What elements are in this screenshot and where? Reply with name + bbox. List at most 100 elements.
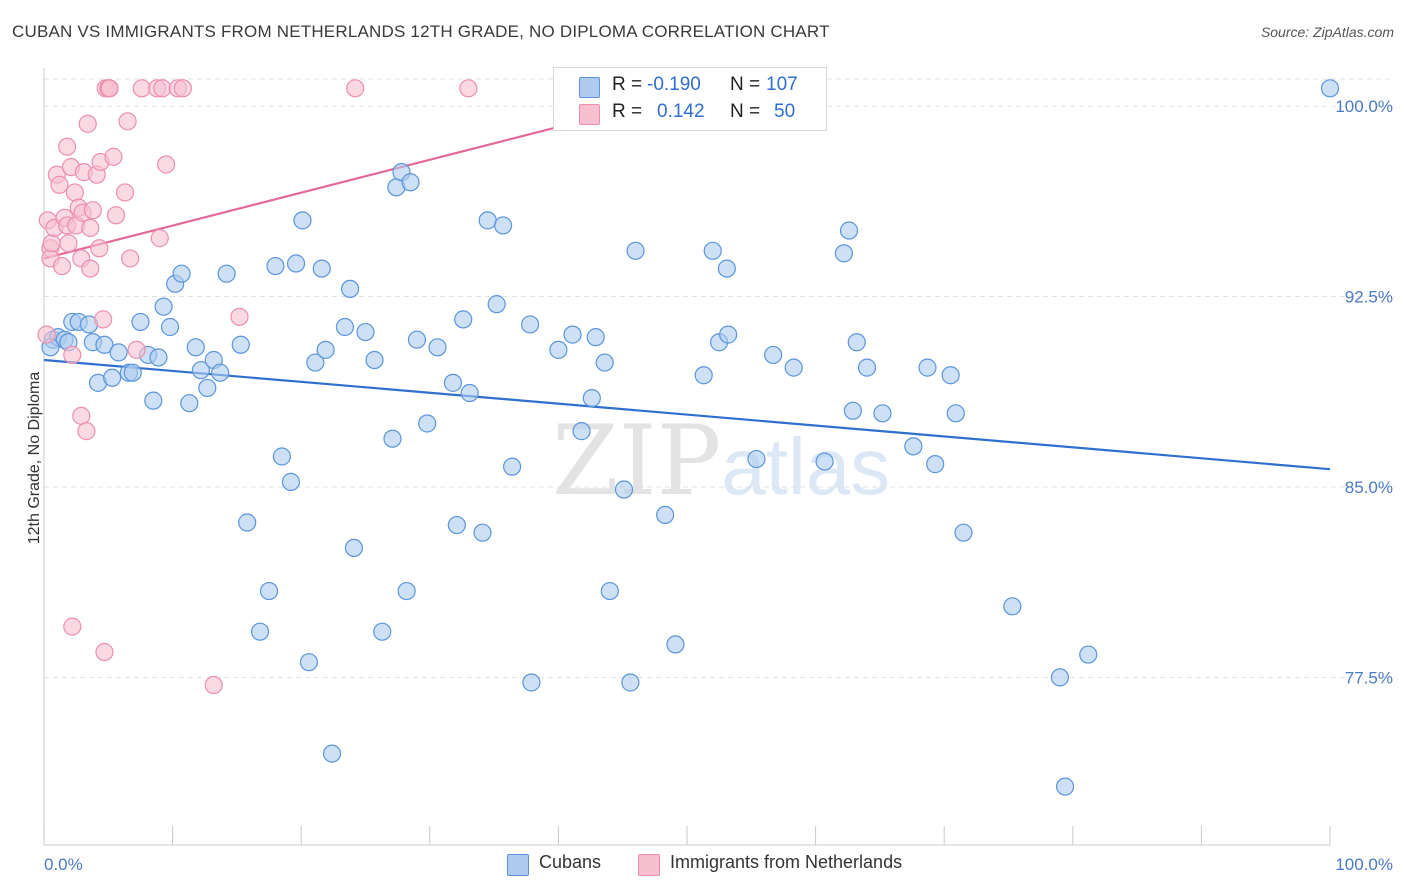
cuban-point [198, 378, 217, 398]
netherlands-point [81, 218, 100, 238]
netherlands-point [115, 183, 135, 202]
cuban-point [172, 264, 191, 283]
legend-label: Immigrants from Netherlands [670, 852, 903, 872]
cuban-point [259, 581, 279, 601]
cuban-point [503, 457, 522, 476]
cuban-point [238, 513, 257, 532]
cuban-point [340, 279, 360, 299]
cuban-point [494, 216, 513, 235]
cuban-point [1320, 79, 1340, 98]
cuban-point [211, 363, 230, 382]
y-tick-label: 100.0% [1335, 97, 1393, 116]
stats-swatch-cubans [579, 77, 600, 98]
cuban-point [428, 338, 447, 357]
cuban-point [149, 348, 168, 367]
netherlands-point [95, 642, 114, 662]
netherlands-point [83, 201, 102, 220]
cuban-point [549, 340, 568, 359]
cuban-point [703, 241, 722, 260]
netherlands-point [104, 147, 123, 166]
cuban-point [250, 622, 270, 641]
cuban-point [131, 312, 150, 332]
netherlands-point [153, 79, 172, 98]
r-label: R = [612, 101, 643, 122]
cuban-point [383, 429, 402, 448]
axes [43, 68, 1331, 846]
cuban-point [1050, 668, 1070, 687]
cuban-point [454, 310, 473, 329]
netherlands-point [65, 183, 84, 202]
legend-label: Cubans [539, 852, 602, 872]
n-value: 50 [774, 101, 796, 122]
cuban-point [95, 335, 114, 354]
cubans-trend-line [43, 358, 1331, 471]
netherlands-point [106, 206, 126, 225]
cuban-point [373, 622, 392, 641]
y-axis-label: 12th Grade, No Diploma [26, 372, 43, 545]
cuban-point [407, 330, 427, 349]
netherlands-point [63, 617, 82, 636]
cuban-point [365, 350, 384, 370]
cuban-point [582, 388, 601, 408]
cuban-point [857, 358, 877, 377]
cuban-point [834, 244, 853, 263]
cuban-point [586, 328, 605, 347]
r-value: 0.142 [657, 101, 705, 122]
watermark-atlas: atlas [721, 422, 891, 511]
cuban-point [473, 523, 492, 542]
cuban-point [522, 673, 541, 692]
cuban-point [563, 325, 582, 344]
chart-title: CUBAN VS IMMIGRANTS FROM NETHERLANDS 12T… [12, 22, 830, 41]
cuban-point [926, 455, 945, 474]
source-label: Source: ZipAtlas.com [1260, 24, 1394, 40]
stats-box: R = -0.190 N = 107 R = 0.142 N = 50 [553, 67, 827, 131]
netherlands-point [100, 79, 119, 98]
watermark: ZIPatlas [552, 405, 890, 517]
cuban-point [418, 414, 437, 433]
cuban-point [344, 538, 364, 558]
cuban-point [954, 523, 973, 542]
trend-lines [43, 120, 1331, 471]
cuban-point [335, 317, 355, 337]
cuban-point [443, 373, 463, 392]
legend-swatch-netherlands [638, 854, 660, 876]
legend-swatch-cubans [507, 854, 529, 876]
cuban-point [784, 358, 803, 377]
netherlands-point [204, 675, 223, 695]
cuban-point [447, 515, 466, 535]
netherlands-point [78, 114, 97, 133]
cuban-point [694, 366, 713, 385]
cuban-point [322, 744, 342, 763]
cuban-point [154, 297, 173, 316]
data-points [37, 79, 1340, 796]
cuban-point [186, 338, 205, 357]
stats-row-cubans: R = -0.190 N = 107 [554, 74, 826, 100]
cuban-point [839, 221, 859, 240]
cuban-point [109, 343, 128, 362]
cuban-point [747, 449, 766, 469]
netherlands-point [118, 112, 137, 131]
netherlands-point [157, 155, 176, 174]
netherlands-point [81, 259, 100, 278]
cuban-point [764, 345, 783, 365]
cuban-point [272, 447, 292, 466]
cuban-point [281, 472, 301, 491]
cuban-point [123, 363, 142, 382]
cuban-point [299, 653, 319, 672]
stats-swatch-netherlands [579, 104, 600, 125]
netherlands-point [173, 79, 192, 98]
cuban-point [191, 361, 210, 380]
netherlands-point [77, 422, 96, 441]
cuban-point [918, 358, 937, 377]
cuban-point [397, 581, 416, 601]
cuban-point [1055, 777, 1075, 796]
cuban-point [266, 256, 285, 276]
cuban-point [231, 335, 250, 354]
cuban-point [144, 391, 163, 410]
cuban-point [521, 315, 540, 334]
cuban-point [217, 264, 236, 283]
netherlands-trend-line [43, 120, 581, 260]
netherlands-point [346, 79, 365, 98]
tick-labels: 100.0% 92.5% 85.0% 77.5% 0.0% 100.0% [44, 97, 1393, 874]
